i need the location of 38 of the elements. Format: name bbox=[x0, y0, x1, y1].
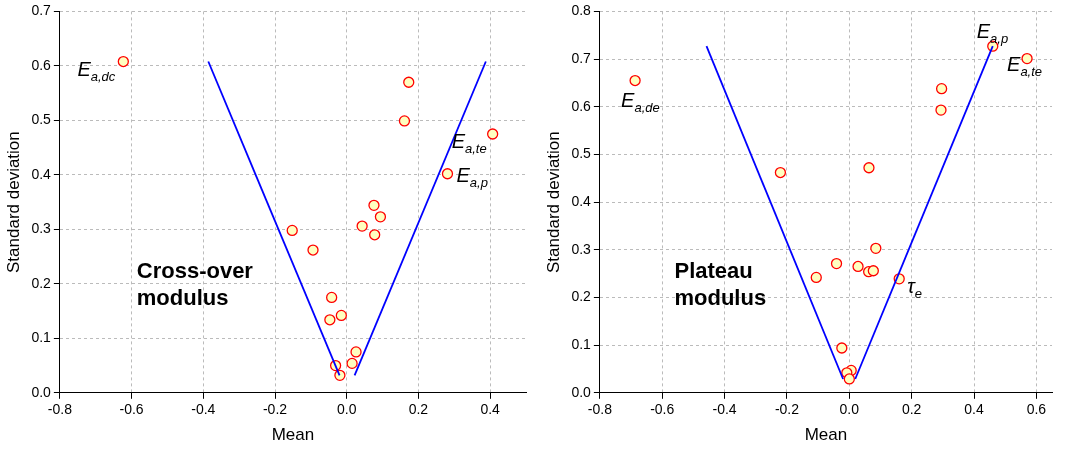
y-axis-title: Standard deviation bbox=[543, 131, 563, 273]
y-tick-label: 0.6 bbox=[571, 97, 592, 114]
x-axis-title: Mean bbox=[271, 425, 315, 445]
x-tick-label: 0.4 bbox=[964, 401, 984, 418]
y-tick-label: 0.1 bbox=[571, 335, 592, 352]
x-axis-title: Mean bbox=[804, 425, 848, 445]
x-tick-label: 0.2 bbox=[408, 401, 429, 418]
y-tick-label: 0.1 bbox=[31, 329, 52, 346]
y-tick-label: 0.6 bbox=[31, 56, 52, 73]
x-tick-label: -0.8 bbox=[587, 401, 613, 418]
y-tick-label: 0.3 bbox=[571, 240, 592, 257]
x-tick-label: 0.4 bbox=[480, 401, 501, 418]
y-tick-label: 0.4 bbox=[571, 192, 592, 209]
x-tick-label: -0.8 bbox=[47, 401, 73, 418]
y-tick-label: 0.3 bbox=[31, 220, 52, 237]
y-tick-label: 0.7 bbox=[31, 2, 52, 19]
x-tick-label: -0.6 bbox=[119, 401, 144, 418]
y-tick-label: 0.2 bbox=[571, 288, 592, 305]
x-tick-label: -0.2 bbox=[774, 401, 800, 418]
x-tick-label: 0.0 bbox=[839, 401, 860, 418]
annotation: Cross-over modulus bbox=[136, 258, 254, 311]
y-tick-label: 0.7 bbox=[571, 49, 592, 66]
x-tick-label: 0.6 bbox=[1026, 401, 1047, 418]
y-tick-label: 0.5 bbox=[31, 111, 52, 128]
y-tick-label: 0.2 bbox=[31, 274, 52, 291]
y-axis-title: Standard deviation bbox=[3, 131, 23, 273]
x-tick-label: 0.0 bbox=[336, 401, 357, 418]
x-tick-label: -0.4 bbox=[191, 401, 216, 418]
x-tick-label: -0.4 bbox=[712, 401, 737, 418]
x-tick-label: -0.6 bbox=[650, 401, 675, 418]
y-tick-label: 0.0 bbox=[571, 383, 592, 400]
y-tick-label: 0.8 bbox=[571, 2, 592, 19]
y-tick-label: 0.0 bbox=[31, 383, 52, 400]
y-tick-label: 0.5 bbox=[571, 145, 592, 162]
annotation: Plateau modulus bbox=[674, 258, 767, 311]
x-tick-label: -0.2 bbox=[262, 401, 288, 418]
y-tick-label: 0.4 bbox=[31, 165, 52, 182]
x-tick-label: 0.2 bbox=[901, 401, 922, 418]
